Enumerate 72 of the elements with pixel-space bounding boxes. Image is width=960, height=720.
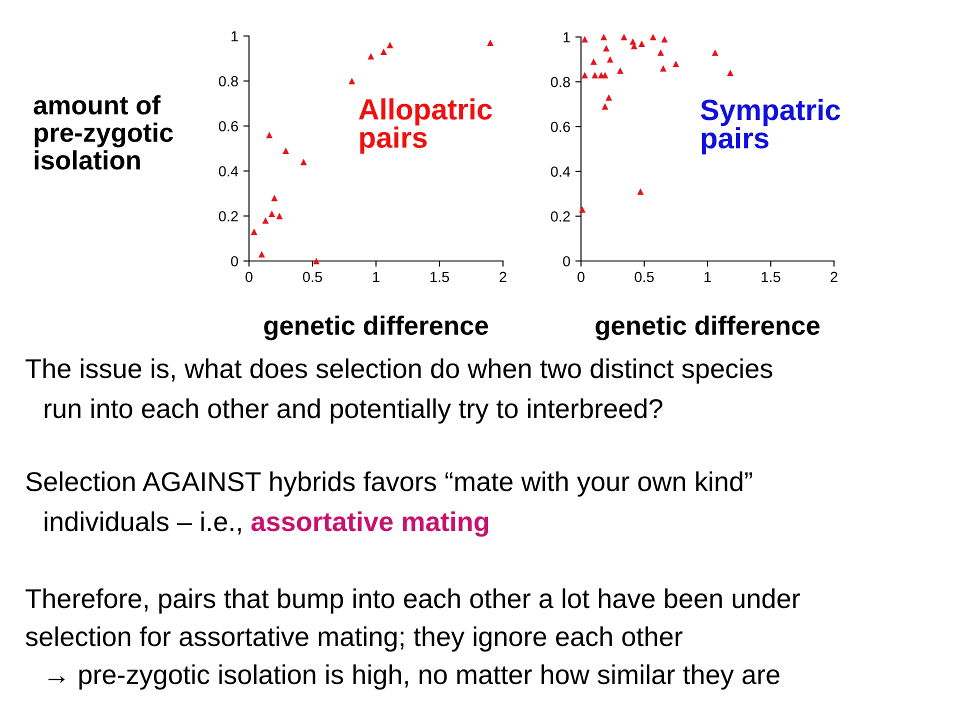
text: run into each other and potentially try to interbreed? — [44, 398, 662, 424]
y-tick-label: 0.4 — [550, 166, 570, 177]
point — [250, 228, 258, 236]
y-tick-label: 0.2 — [550, 211, 570, 222]
text: Therefore, pairs that bump into each other a lot have been under — [26, 588, 800, 614]
point — [606, 56, 614, 63]
y-axis-title: amount of pre-zygotic isolation — [34, 95, 173, 170]
point — [313, 258, 320, 264]
point — [258, 250, 265, 258]
point — [348, 78, 356, 84]
point — [672, 60, 680, 68]
point — [637, 188, 644, 195]
y-tick-label: 0 — [563, 256, 570, 266]
point — [582, 72, 588, 78]
x-tick-label: 0 — [578, 272, 584, 282]
point — [638, 40, 645, 47]
text: → pre-zygotic isolation is high, no matter how similar they are — [48, 664, 780, 690]
point — [579, 206, 586, 213]
y-tick-label: 0.8 — [550, 76, 570, 88]
point — [276, 212, 283, 220]
point — [262, 217, 269, 224]
point — [271, 194, 278, 202]
annotation: Allopatric pairs — [358, 98, 492, 154]
point — [582, 36, 588, 42]
x-axis-title: genetic difference — [264, 316, 488, 340]
point — [592, 72, 598, 78]
x-tick-label: 0.5 — [302, 272, 322, 282]
x-tick-label: 1.5 — [430, 272, 450, 282]
point — [620, 34, 628, 40]
x-tick-label: 2 — [500, 272, 506, 282]
point — [606, 94, 612, 101]
y-tick-label: 0.6 — [550, 122, 570, 132]
point — [661, 36, 668, 42]
point — [268, 210, 276, 218]
point — [487, 39, 494, 46]
point — [650, 34, 656, 40]
point — [660, 65, 666, 72]
point — [282, 147, 290, 154]
point — [727, 70, 734, 76]
point — [602, 103, 608, 110]
x-tick-label: 0.5 — [634, 272, 654, 282]
x-tick-label: 1 — [373, 272, 380, 282]
point — [712, 49, 718, 56]
y-tick-label: 0.8 — [218, 76, 238, 86]
y-tick-label: 0.6 — [218, 121, 238, 132]
point — [380, 48, 387, 56]
y-tick-label: 1 — [564, 32, 570, 42]
x-axis-title: genetic difference — [596, 316, 820, 340]
annotation: Sympatric pairs — [700, 98, 840, 154]
x-tick-label: 1.5 — [762, 272, 780, 282]
point — [386, 42, 394, 48]
x-tick-label: 0 — [246, 272, 252, 282]
text: assortative mating — [251, 511, 488, 537]
point — [300, 158, 307, 166]
y-tick-label: 0 — [231, 256, 238, 266]
text: The issue is, what does selection do when two distinct species — [26, 358, 772, 384]
y-tick-label: 1 — [232, 31, 238, 42]
y-tick-label: 0.4 — [218, 166, 238, 176]
text: selection for assortative mating; they ignore each other — [26, 626, 682, 652]
text: Selection AGAINST hybrids favors “mate with your own kind” — [26, 471, 752, 497]
point — [657, 49, 664, 56]
point — [368, 52, 374, 60]
point — [600, 34, 608, 40]
point — [602, 72, 608, 78]
x-tick-label: 1 — [704, 272, 711, 282]
point — [266, 132, 273, 138]
point — [590, 58, 597, 65]
y-tick-label: 0.2 — [218, 211, 238, 222]
x-tick-label: 2 — [830, 272, 838, 282]
text: individuals – i.e., — [44, 511, 241, 534]
point — [616, 67, 624, 74]
point — [603, 44, 610, 52]
